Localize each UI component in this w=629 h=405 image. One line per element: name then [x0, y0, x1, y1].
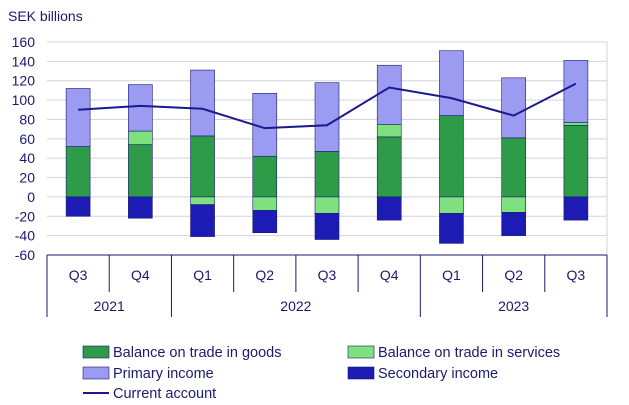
legend: Balance on trade in goods Balance on trad…	[82, 345, 560, 402]
bar-segment	[252, 210, 278, 234]
y-tick-label: 120	[12, 73, 36, 89]
x-axis: Q3 Q4 Q1 Q2 Q3 Q4 Q1 Q2 Q3 2021 2022 2023	[46, 254, 608, 317]
bar-segment	[190, 204, 215, 237]
legend-label: Current account	[113, 386, 216, 402]
y-tick-label: 20	[19, 170, 35, 186]
bar-segment	[563, 60, 589, 123]
x-tick-label: Q3	[567, 267, 586, 283]
bar-segment	[65, 196, 91, 217]
bar-segment	[252, 155, 278, 198]
bar-segment	[314, 213, 340, 240]
legend-swatch	[82, 366, 110, 380]
bar-segment	[252, 196, 278, 211]
current-account-line	[78, 82, 577, 130]
x-tick-label: Q1	[442, 267, 461, 283]
x-tick-label: Q3	[318, 267, 337, 283]
bar-segment	[376, 64, 402, 125]
y-tick-label: 160	[12, 34, 36, 50]
bar-segment	[128, 144, 153, 198]
y-axis-ticks: -60 -40 -20 0 20 40 60 80 100 120 140 160	[12, 34, 36, 263]
bar-segment	[563, 124, 589, 198]
bar-segment	[439, 196, 464, 214]
bar-segment	[501, 77, 526, 139]
bar-segment	[128, 130, 153, 145]
y-tick-label: 100	[12, 92, 36, 108]
legend-label: Secondary income	[378, 366, 498, 382]
bar-segment	[65, 88, 91, 147]
legend-swatch	[347, 345, 375, 359]
bar-segment	[128, 196, 153, 219]
bars	[65, 50, 589, 244]
bar-segment	[65, 146, 91, 198]
y-tick-label: 140	[12, 53, 36, 69]
bar-segment	[376, 196, 402, 221]
bar-segment	[376, 136, 402, 198]
bar-segment	[501, 212, 526, 236]
bar-segment	[439, 50, 464, 116]
y-tick-label: 80	[19, 111, 35, 127]
legend-label: Primary income	[113, 366, 214, 382]
bar-segment	[376, 123, 402, 138]
line-series	[78, 82, 577, 130]
bar-segment	[190, 69, 215, 137]
bar-segment	[190, 196, 215, 205]
bar-segment	[128, 84, 153, 132]
bar-segment	[314, 196, 340, 214]
year-label: 2021	[94, 298, 125, 314]
x-tick-label: Q4	[380, 267, 399, 283]
y-axis-label: SEK billions	[8, 8, 83, 24]
x-tick-label: Q4	[131, 267, 150, 283]
y-tick-label: 40	[19, 150, 35, 166]
bar-segment	[190, 135, 215, 198]
y-tick-label: 0	[27, 189, 35, 205]
y-tick-label: -40	[15, 228, 35, 244]
legend-label: Balance on trade in goods	[113, 345, 282, 361]
y-tick-label: 60	[19, 131, 35, 147]
year-label: 2023	[498, 298, 529, 314]
bar-segment	[563, 196, 589, 221]
bar-segment	[501, 196, 526, 213]
x-tick-label: Q2	[504, 267, 523, 283]
x-tick-label: Q2	[255, 267, 274, 283]
bar-segment	[314, 82, 340, 152]
bar-segment	[501, 137, 526, 198]
legend-swatch	[82, 345, 110, 359]
bar-segment	[439, 213, 464, 244]
y-tick-label: -20	[15, 208, 35, 224]
bar-segment	[563, 122, 589, 126]
bar-segment	[439, 115, 464, 198]
y-tick-label: -60	[15, 247, 35, 263]
x-tick-label: Q1	[193, 267, 212, 283]
legend-swatch	[347, 366, 375, 380]
year-label: 2022	[280, 298, 311, 314]
x-tick-label: Q3	[69, 267, 88, 283]
bar-segment	[314, 151, 340, 198]
legend-label: Balance on trade in services	[378, 345, 560, 361]
